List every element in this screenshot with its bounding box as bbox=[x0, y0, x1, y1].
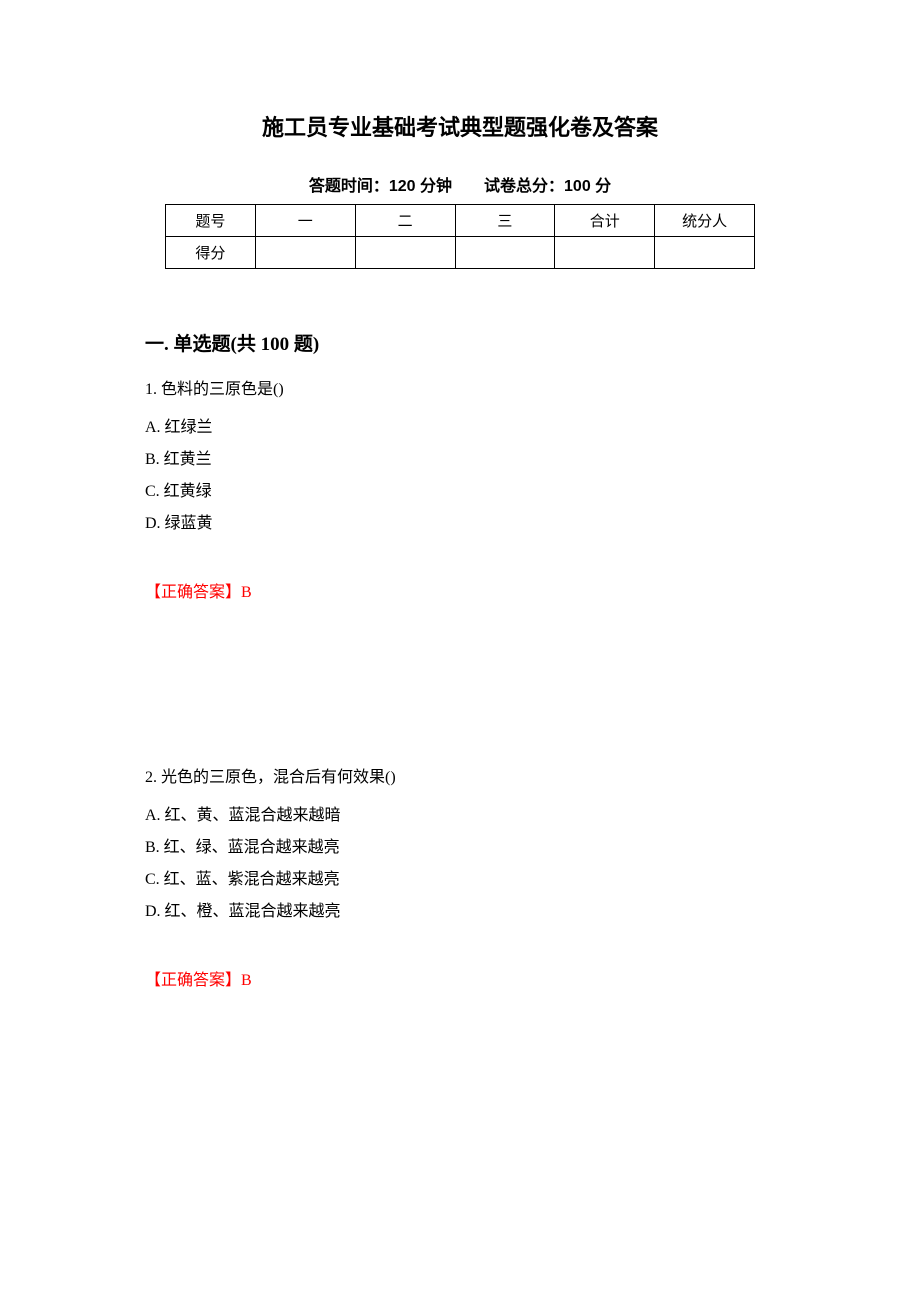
table-cell bbox=[455, 237, 555, 269]
page-title: 施工员专业基础考试典型题强化卷及答案 bbox=[145, 110, 775, 142]
q2-option-a: A. 红、黄、蓝混合越来越暗 bbox=[145, 800, 775, 832]
subtitle-score-prefix: 试卷总分： bbox=[484, 178, 564, 195]
table-cell bbox=[255, 237, 355, 269]
table-row: 得分 bbox=[166, 237, 755, 269]
q2-option-b: B. 红、绿、蓝混合越来越亮 bbox=[145, 832, 775, 864]
score-table: 题号 一 二 三 合计 统分人 得分 bbox=[165, 204, 755, 269]
q1-option-b: B. 红黄兰 bbox=[145, 444, 775, 476]
q2-option-c: C. 红、蓝、紫混合越来越亮 bbox=[145, 864, 775, 896]
subtitle-time: 120 分钟 bbox=[389, 178, 452, 195]
q2-block: 2. 光色的三原色，混合后有何效果() A. 红、黄、蓝混合越来越暗 B. 红、… bbox=[145, 762, 775, 990]
section-title: 一. 单选题(共 100 题) bbox=[145, 329, 775, 356]
q1-answer-block: 【正确答案】B bbox=[145, 578, 775, 602]
q1-stem: 1. 色料的三原色是() bbox=[145, 374, 775, 406]
subtitle-gap bbox=[452, 178, 484, 195]
table-row: 题号 一 二 三 合计 统分人 bbox=[166, 205, 755, 237]
subtitle: 答题时间：120 分钟 试卷总分：100 分 bbox=[145, 172, 775, 196]
table-col-3: 三 bbox=[455, 205, 555, 237]
q1-option-c: C. 红黄绿 bbox=[145, 476, 775, 508]
table-score-label: 得分 bbox=[166, 237, 256, 269]
q2-answer-label: 【正确答案】 bbox=[145, 972, 241, 989]
q2-stem: 2. 光色的三原色，混合后有何效果() bbox=[145, 762, 775, 794]
table-col-total: 合计 bbox=[555, 205, 655, 237]
table-cell bbox=[555, 237, 655, 269]
table-header-label: 题号 bbox=[166, 205, 256, 237]
subtitle-score: 100 分 bbox=[564, 178, 611, 195]
q1-option-a: A. 红绿兰 bbox=[145, 412, 775, 444]
q2-option-d: D. 红、橙、蓝混合越来越亮 bbox=[145, 896, 775, 928]
table-cell bbox=[355, 237, 455, 269]
table-col-scorer: 统分人 bbox=[655, 205, 755, 237]
table-cell bbox=[655, 237, 755, 269]
q1-answer-label: 【正确答案】 bbox=[145, 584, 241, 601]
q1-answer-value: B bbox=[241, 584, 252, 601]
table-col-1: 一 bbox=[255, 205, 355, 237]
subtitle-time-prefix: 答题时间： bbox=[309, 178, 389, 195]
q2-answer-value: B bbox=[241, 972, 252, 989]
q2-answer-block: 【正确答案】B bbox=[145, 966, 775, 990]
q1-option-d: D. 绿蓝黄 bbox=[145, 508, 775, 540]
table-col-2: 二 bbox=[355, 205, 455, 237]
